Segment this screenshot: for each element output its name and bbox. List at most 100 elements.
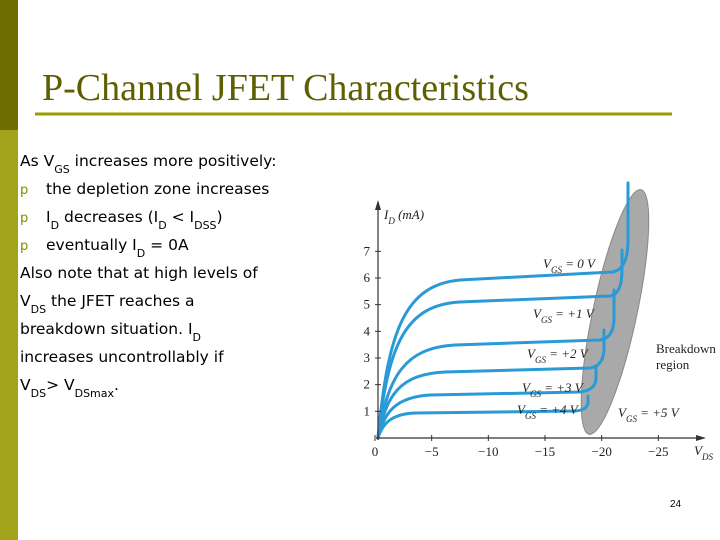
- curve: [376, 248, 624, 440]
- text-run: = +2 V: [546, 346, 590, 361]
- curve: [376, 394, 590, 440]
- subscript: D: [193, 331, 201, 344]
- text-run: = +1 V: [552, 306, 596, 321]
- subscript: GS: [525, 411, 536, 421]
- text-run: = +3 V: [541, 380, 585, 395]
- subscript: D: [51, 219, 59, 232]
- y-tick-label: 7: [364, 243, 371, 258]
- y-tick-label: 3: [364, 350, 371, 365]
- rich-text: breakdown situation. ID: [20, 320, 201, 344]
- text-run: V: [618, 405, 628, 420]
- rich-text: VGS = +2 V: [527, 346, 590, 365]
- text-run: increases uncontrollably if: [20, 348, 224, 366]
- side-bar: [0, 0, 18, 540]
- text-run: V: [517, 402, 527, 417]
- y-tick-label: 5: [364, 297, 371, 312]
- side-bar-top: [0, 0, 18, 130]
- rich-text: VGS = +4 V: [517, 402, 580, 421]
- x-tick-label: 0: [372, 444, 379, 459]
- y-tick-label: 1: [364, 403, 371, 418]
- y-arrow: [375, 200, 381, 210]
- subscript: GS: [541, 315, 552, 325]
- subscript: DS: [31, 387, 46, 400]
- text-run: = 0 V: [562, 256, 597, 271]
- rich-text: ID (mA): [383, 207, 424, 226]
- text-run: breakdown situation. I: [20, 320, 193, 338]
- y-tick-label: 4: [364, 323, 371, 338]
- text-run: (mA): [395, 207, 424, 222]
- rich-text: VDS: [694, 443, 713, 462]
- slide-title: P-Channel JFET Characteristics: [42, 67, 529, 109]
- body-text: As VGS increases more positively: p the de…: [20, 152, 276, 400]
- rich-text: eventually ID = 0A: [46, 236, 189, 260]
- rich-text: VGS = +5 V: [618, 405, 681, 424]
- text-run: V: [527, 346, 537, 361]
- y-tick-label: 2: [364, 377, 371, 392]
- text-run: V: [20, 376, 31, 394]
- text-run: As V: [20, 152, 55, 170]
- x-arrow: [696, 435, 706, 441]
- rich-text: increases uncontrollably if: [20, 348, 224, 366]
- rich-text: the depletion zone increases: [46, 180, 269, 198]
- curve: [376, 328, 606, 440]
- text-run: I: [383, 207, 389, 222]
- subscript: DS: [31, 303, 46, 316]
- bullet: p: [20, 211, 28, 226]
- subscript: DSS: [194, 219, 216, 232]
- rich-text: VGS = +3 V: [522, 380, 585, 399]
- x-tick-label: −15: [535, 444, 555, 459]
- page-number: 24: [670, 499, 682, 510]
- subscript: GS: [626, 414, 637, 424]
- curve: [376, 288, 616, 440]
- subscript: D: [158, 219, 166, 232]
- curve: [376, 364, 598, 440]
- text-run: the depletion zone increases: [46, 180, 269, 198]
- text-run: V: [20, 292, 31, 310]
- x-tick-label: −25: [648, 444, 668, 459]
- subscript: DSmax: [75, 387, 115, 400]
- y-tick-label: 6: [364, 270, 371, 285]
- region-label: Breakdown: [656, 341, 716, 356]
- rich-text: ID decreases (ID < IDSS): [46, 208, 223, 232]
- text-run: I: [46, 208, 51, 226]
- subscript: GS: [535, 355, 546, 365]
- subscript: D: [387, 216, 395, 226]
- bullet: p: [20, 183, 28, 198]
- text-run: Also note that at high levels of: [20, 264, 258, 282]
- subscript: DS: [701, 452, 713, 462]
- text-run: < I: [167, 208, 194, 226]
- bullet: p: [20, 239, 28, 254]
- text-run: = +5 V: [637, 405, 681, 420]
- rich-text: VDS the JFET reaches a: [20, 292, 194, 316]
- subscript: GS: [530, 389, 541, 399]
- rich-text: VGS = 0 V: [543, 256, 597, 275]
- text-run: decreases (I: [59, 208, 158, 226]
- rich-text: Also note that at high levels of: [20, 264, 258, 282]
- x-tick-label: −20: [591, 444, 611, 459]
- text-run: increases more positively:: [70, 152, 277, 170]
- text-run: V: [543, 256, 553, 271]
- text-run: eventually I: [46, 236, 137, 254]
- text-run: V: [533, 306, 543, 321]
- subscript: GS: [551, 265, 562, 275]
- subscript: GS: [54, 163, 70, 176]
- rich-text: VGS = +1 V: [533, 306, 596, 325]
- text-run: the JFET reaches a: [46, 292, 194, 310]
- text-run: > V: [46, 376, 75, 394]
- x-tick-label: −5: [425, 444, 439, 459]
- text-run: ): [217, 208, 223, 226]
- text-run: .: [114, 376, 119, 394]
- subscript: D: [137, 247, 145, 260]
- text-run: = 0A: [145, 236, 189, 254]
- rich-text: VDS> VDSmax.: [20, 376, 119, 400]
- text-run: V: [522, 380, 532, 395]
- x-tick-label: −10: [478, 444, 498, 459]
- curve: [376, 181, 630, 440]
- rich-text: As VGS increases more positively:: [20, 152, 276, 176]
- region-label: region: [656, 357, 690, 372]
- text-run: V: [694, 443, 704, 458]
- text-run: = +4 V: [536, 402, 580, 417]
